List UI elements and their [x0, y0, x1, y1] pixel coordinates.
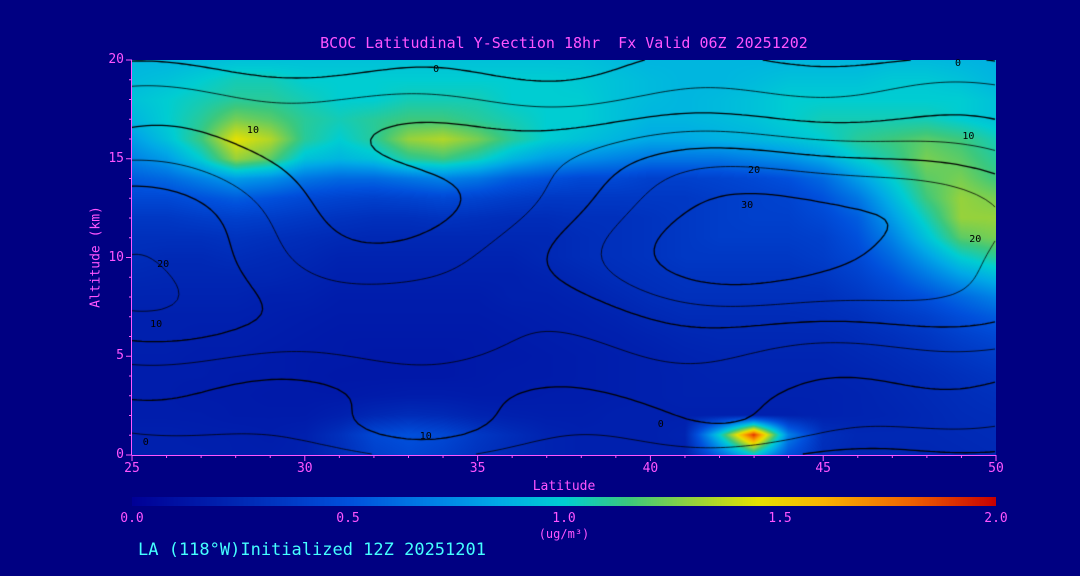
colorbar [132, 497, 996, 506]
contour-label: 0 [954, 57, 961, 69]
x-tick-label: 45 [815, 461, 832, 476]
y-tick-label: 0 [116, 447, 124, 462]
x-tick-label: 40 [642, 461, 659, 476]
contour-label: 20 [969, 233, 982, 245]
contour-label: 10 [419, 431, 432, 443]
y-axis-label: Altitude (km) [88, 206, 104, 308]
colorbar-tick-label: 2.0 [984, 511, 1008, 526]
contour-label: 0 [657, 419, 664, 431]
colorbar-tick-label: 0.0 [120, 511, 144, 526]
x-tick-label: 25 [124, 461, 140, 476]
colorbar-tick-label: 0.5 [336, 511, 360, 526]
contour-label: 0 [433, 63, 440, 75]
contour-label: 30 [741, 200, 754, 212]
contour-label: 10 [962, 131, 975, 143]
contour-heatmap-canvas [132, 60, 996, 455]
x-tick-label: 35 [469, 461, 486, 476]
x-axis-label: Latitude [532, 479, 596, 494]
y-tick-label: 20 [108, 52, 124, 67]
colorbar-unit-label: (ug/m³) [538, 527, 590, 541]
y-tick-label: 5 [116, 348, 124, 364]
x-tick-label: 30 [296, 461, 313, 476]
y-tick-label: 10 [108, 249, 124, 265]
plot-title: BCOC Latitudinal Y-Section 18hr Fx Valid… [320, 34, 808, 52]
contour-label: 0 [142, 437, 149, 449]
x-tick-label: 50 [988, 461, 1004, 476]
colorbar-tick-label: 1.5 [768, 511, 792, 526]
contour-label: 10 [246, 125, 259, 137]
colorbar-tick-label: 1.0 [552, 511, 576, 526]
contour-label: 10 [150, 318, 163, 330]
y-tick-label: 15 [108, 150, 124, 166]
contour-label: 20 [748, 164, 761, 176]
contour-label: 20 [157, 259, 170, 271]
init-annotation: LA (118°W)Initialized 12Z 20251201 [138, 540, 486, 560]
